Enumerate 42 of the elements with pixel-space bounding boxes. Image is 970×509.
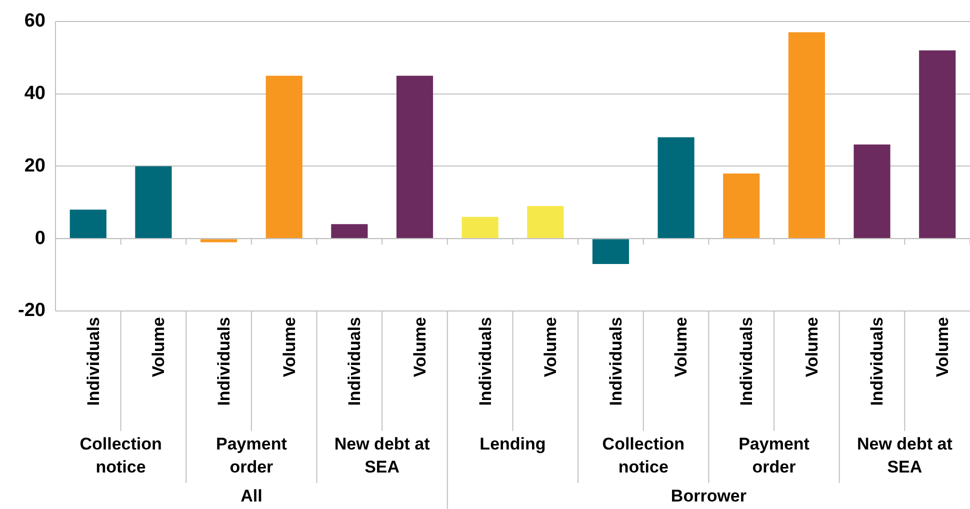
x-tick-label: Volume bbox=[933, 317, 952, 378]
x-tick-label: Volume bbox=[802, 317, 822, 378]
bar bbox=[462, 216, 498, 238]
x-tick-label: Individuals bbox=[737, 317, 756, 406]
bar bbox=[135, 166, 172, 238]
x-tick-label: Individuals bbox=[214, 317, 234, 406]
bar bbox=[788, 32, 825, 238]
bar bbox=[70, 210, 106, 238]
y-tick-label: -20 bbox=[18, 300, 46, 322]
text: Collection notice bbox=[80, 434, 162, 477]
x-tick-label: Volume bbox=[149, 317, 168, 378]
text: Lending bbox=[480, 434, 546, 454]
text: Payment order bbox=[216, 434, 288, 477]
x-tick-label: Volume bbox=[672, 317, 691, 378]
x-tick-label: Volume bbox=[410, 317, 430, 378]
text: Collection notice bbox=[602, 434, 684, 477]
text: New debt at SEA bbox=[334, 434, 430, 477]
bar bbox=[331, 224, 368, 238]
bar bbox=[658, 137, 694, 238]
bar bbox=[266, 76, 302, 238]
bar bbox=[396, 76, 434, 238]
bar bbox=[592, 239, 630, 264]
bar bbox=[723, 173, 760, 238]
text: Payment order bbox=[738, 434, 810, 477]
bar bbox=[200, 239, 238, 242]
y-tick-label: 60 bbox=[24, 10, 46, 32]
y-tick-label: 40 bbox=[24, 83, 46, 104]
x-tick-label: Individuals bbox=[868, 317, 887, 406]
text: Borrower bbox=[670, 486, 747, 506]
bar bbox=[527, 206, 564, 238]
x-tick-label: Individuals bbox=[476, 317, 495, 406]
x-tick-label: Volume bbox=[541, 317, 560, 378]
bar bbox=[854, 144, 890, 238]
x-tick-label: Individuals bbox=[606, 317, 626, 406]
text: All bbox=[240, 486, 262, 506]
text: New debt at SEA bbox=[856, 434, 953, 477]
y-tick-label: 20 bbox=[24, 155, 46, 176]
x-tick-label: Volume bbox=[280, 317, 299, 378]
x-tick-label: Individuals bbox=[84, 317, 103, 406]
bar bbox=[919, 50, 956, 238]
y-tick-label: 0 bbox=[34, 228, 46, 249]
x-tick-label: Individuals bbox=[345, 317, 364, 406]
